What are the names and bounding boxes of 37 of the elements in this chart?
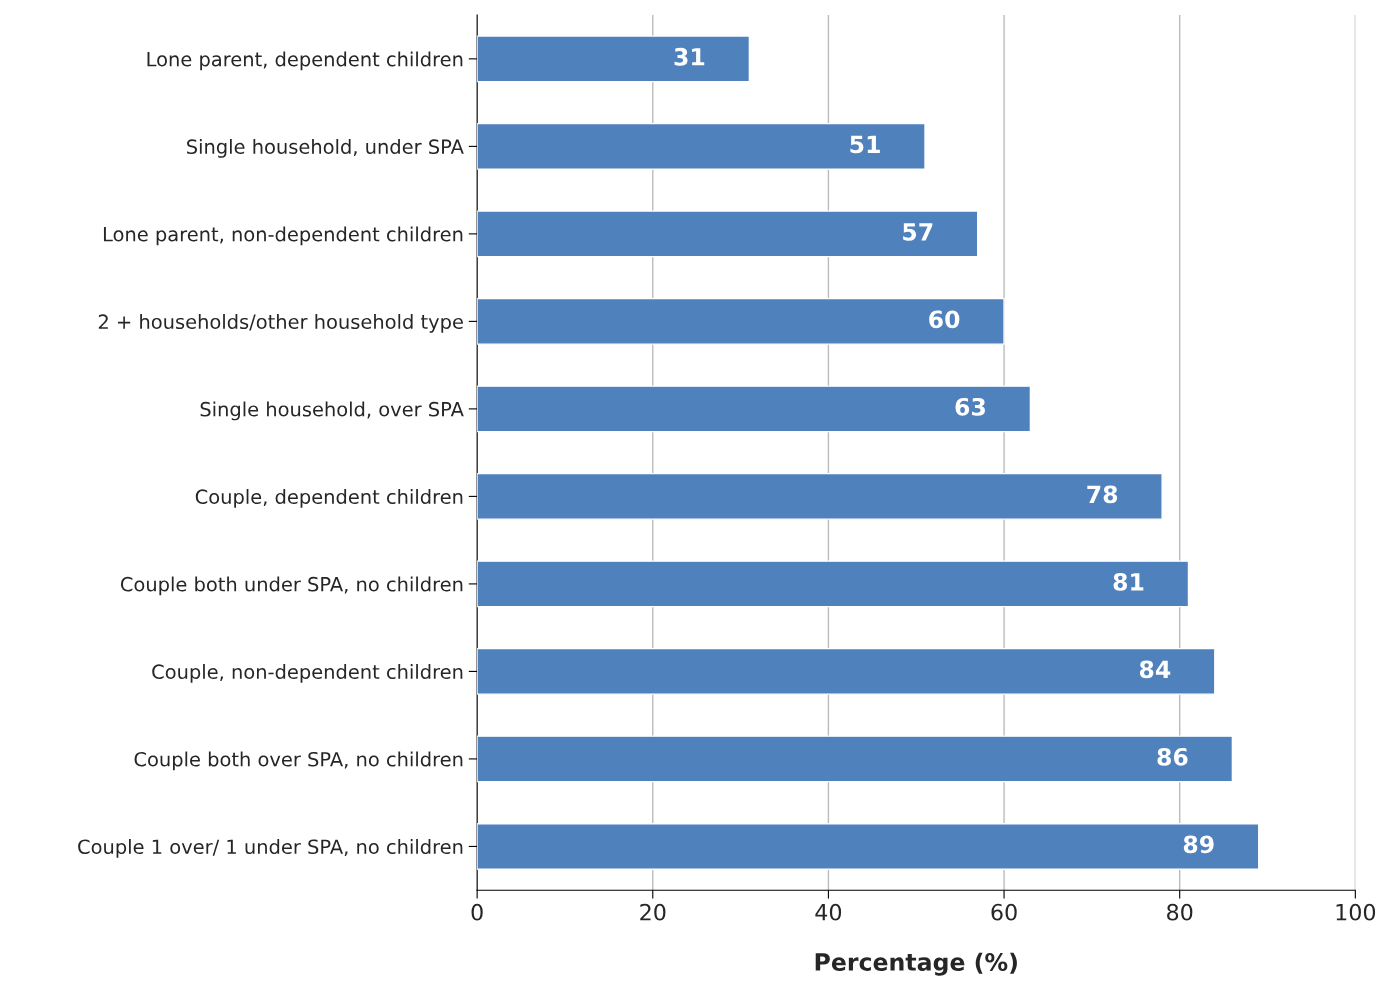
data-label: 60 [929,310,960,329]
bar [477,210,979,258]
data-label: 31 [674,47,705,66]
y-tick-label: Couple both under SPA, no children [120,576,463,596]
x-axis-title: Percentage (%) [815,952,1017,976]
data-label: 81 [1113,572,1144,591]
bar [477,297,1005,345]
y-tick-label: Lone parent, non-dependent children [103,226,463,246]
y-tick-label: Couple 1 over/ 1 under SPA, no children [78,839,463,858]
y-tick-label: Couple both over SPA, no children [134,751,463,771]
data-label: 89 [1183,835,1214,854]
x-tick-label: 40 [815,903,842,921]
bar [477,472,1163,520]
x-tick-label: 60 [991,903,1017,921]
y-tick-label: Single household, over SPA [200,401,464,421]
bar [477,822,1260,870]
y-tick-label: Single household, under SPA [187,138,464,158]
y-tick-label: Couple, dependent children [195,489,463,508]
data-label: 51 [850,135,880,154]
data-label: 86 [1157,747,1188,766]
x-tick-label: 80 [1167,903,1193,921]
data-label: 84 [1139,660,1171,679]
y-tick-label: Couple, non-dependent children [152,664,463,683]
data-label: 57 [903,223,933,241]
x-tick-label: 100 [1336,903,1376,921]
x-tick-label: 0 [471,903,483,921]
data-label: 63 [955,397,985,416]
bar [477,122,926,170]
data-label: 78 [1087,485,1118,504]
bar [477,735,1234,783]
x-tick-label: 20 [640,903,666,921]
bar [477,35,751,83]
bar [477,385,1032,433]
y-tick-label: Lone parent, dependent children [147,51,463,71]
bar [477,560,1190,608]
y-tick-label: 2 + households/other household type [98,314,463,333]
bar [477,647,1216,695]
